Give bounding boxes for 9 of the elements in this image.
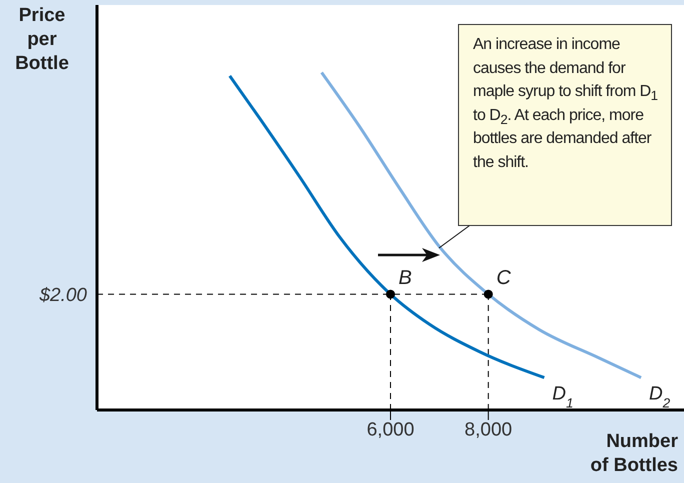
annotation: C <box>496 267 512 290</box>
series-label: D$_{1}$ <box>552 384 574 410</box>
x-axis-title: Number of Bottles <box>589 430 678 478</box>
annotation: B <box>398 267 412 290</box>
x-tick-label: 8,000 <box>464 419 512 440</box>
series-label: D$_{2}$ <box>649 384 671 410</box>
x-tick-label: 6,000 <box>366 419 414 440</box>
text: $2.00 <box>38 285 88 306</box>
y-axis-title: Price per Bottle <box>14 4 70 76</box>
